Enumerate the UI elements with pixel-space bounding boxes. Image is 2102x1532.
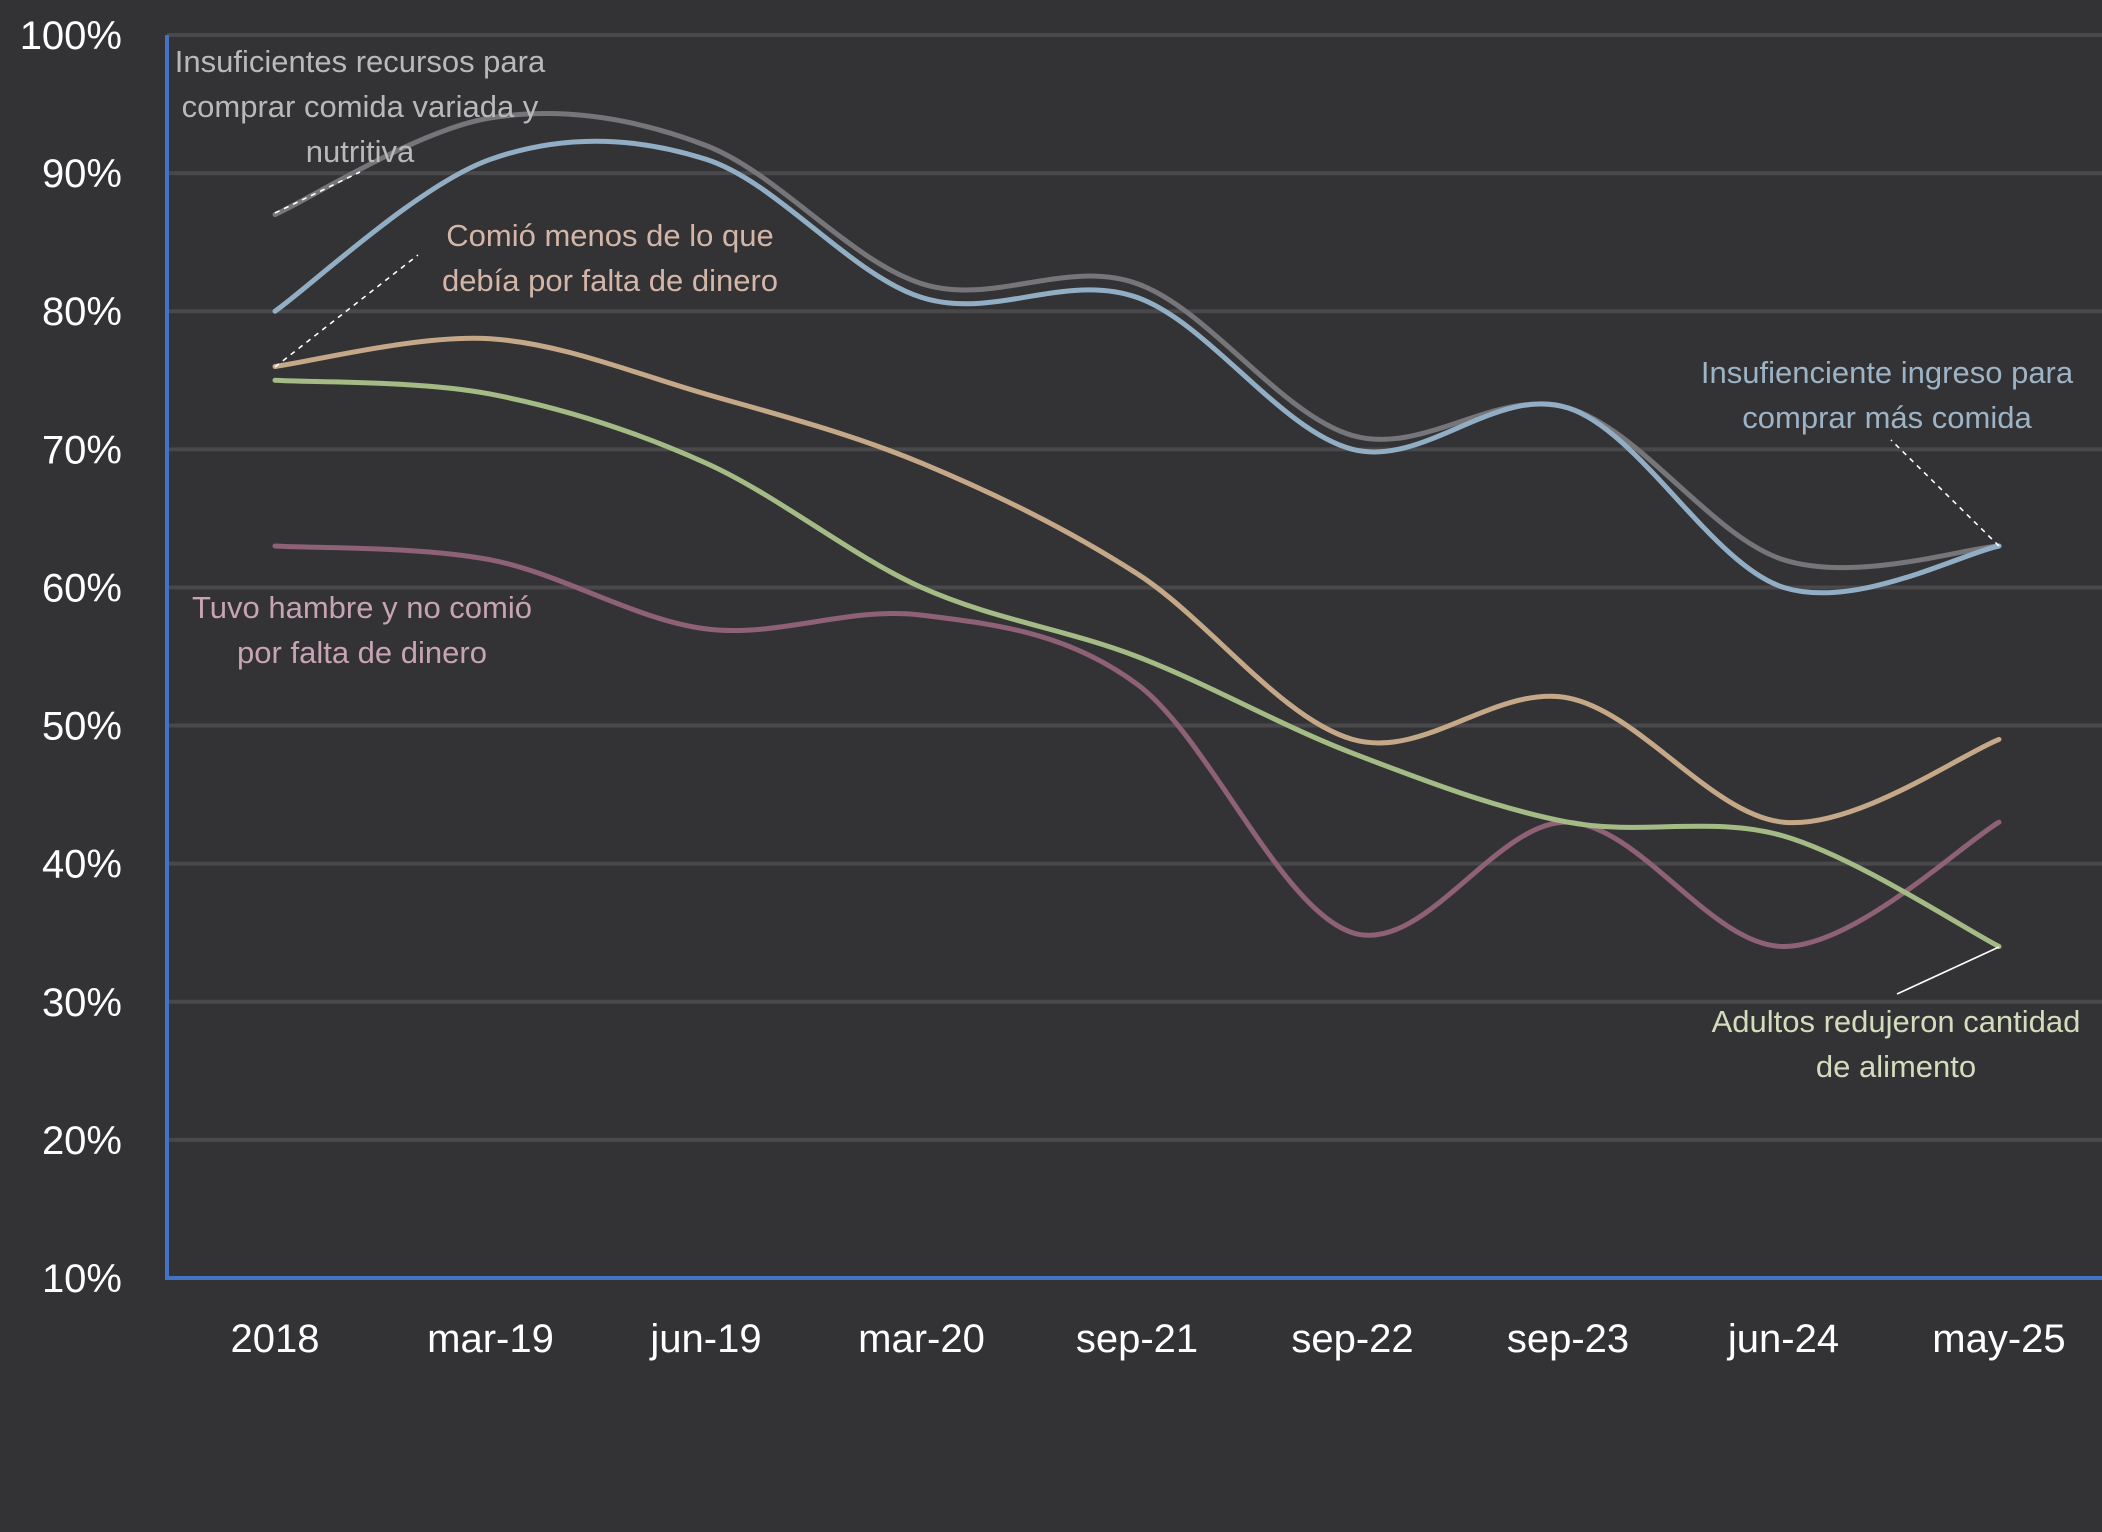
x-tick-label: may-25 bbox=[1932, 1317, 2065, 1361]
series-line-comio_menos bbox=[272, 335, 2002, 826]
annotation-line: comprar más comida bbox=[1742, 400, 2032, 435]
annotation-comio_menos: Comió menos de lo que debía por falta de … bbox=[442, 218, 778, 298]
annotation-line: nutritiva bbox=[306, 134, 415, 169]
annotation-line: Adultos redujeron cantidad bbox=[1712, 1004, 2081, 1039]
annotation-line: por falta de dinero bbox=[237, 635, 487, 670]
y-tick-label: 70% bbox=[42, 428, 122, 472]
y-tick-label: 40% bbox=[42, 843, 122, 887]
y-tick-label: 50% bbox=[42, 705, 122, 749]
series-line-variada bbox=[272, 110, 2002, 571]
x-tick-label: mar-20 bbox=[858, 1317, 985, 1361]
x-tick-label: sep-22 bbox=[1291, 1317, 1413, 1361]
axes bbox=[165, 35, 2102, 1280]
series-line-hambre bbox=[272, 543, 2002, 949]
y-tick-label: 80% bbox=[42, 290, 122, 334]
x-tick-label: 2018 bbox=[231, 1317, 320, 1361]
series-line-ingreso bbox=[272, 138, 2002, 596]
annotation-ingreso: Insufienciente ingreso para comprar más c… bbox=[1701, 355, 2074, 435]
annotations: Insuficientes recursos para comprar comid… bbox=[175, 44, 2081, 1084]
y-tick-label: 100% bbox=[20, 14, 122, 58]
annotation-hambre: Tuvo hambre y no comió por falta de diner… bbox=[192, 590, 532, 670]
annotation-variada: Insuficientes recursos para comprar comid… bbox=[175, 44, 546, 169]
x-tick-label: mar-19 bbox=[427, 1317, 554, 1361]
annotation-leader-adultos bbox=[1896, 946, 2000, 995]
y-tick-label: 30% bbox=[42, 981, 122, 1025]
annotation-line: debía por falta de dinero bbox=[442, 263, 778, 298]
series-lines bbox=[272, 110, 2002, 949]
x-tick-label: sep-21 bbox=[1076, 1317, 1198, 1361]
annotation-line: comprar comida variada y bbox=[182, 89, 539, 124]
annotation-line: Tuvo hambre y no comió bbox=[192, 590, 532, 625]
y-tick-label: 10% bbox=[42, 1257, 122, 1301]
annotation-line: Insufienciente ingreso para bbox=[1701, 355, 2074, 390]
x-tick-label: jun-19 bbox=[649, 1317, 761, 1361]
y-tick-label: 20% bbox=[42, 1119, 122, 1163]
annotation-line: Insuficientes recursos para bbox=[175, 44, 546, 79]
gridlines bbox=[167, 33, 2102, 1142]
y-tick-label: 90% bbox=[42, 152, 122, 196]
annotation-leaders bbox=[274, 171, 2000, 995]
y-tick-label: 60% bbox=[42, 566, 122, 610]
annotation-leader-comio_menos bbox=[274, 254, 419, 368]
x-tick-label: sep-23 bbox=[1507, 1317, 1629, 1361]
annotation-line: Comió menos de lo que bbox=[446, 218, 773, 253]
x-tick-label: jun-24 bbox=[1727, 1317, 1839, 1361]
y-axis-ticks: 10% 20% 30% 40% 50% 60% 70% 80% 90% 100% bbox=[20, 14, 122, 1301]
x-axis-ticks: 2018 mar-19 jun-19 mar-20 sep-21 sep-22 sep-23… bbox=[231, 1317, 2066, 1361]
annotation-adultos: Adultos redujeron cantidad de alimento bbox=[1712, 1004, 2081, 1084]
annotation-line: de alimento bbox=[1816, 1049, 1976, 1084]
